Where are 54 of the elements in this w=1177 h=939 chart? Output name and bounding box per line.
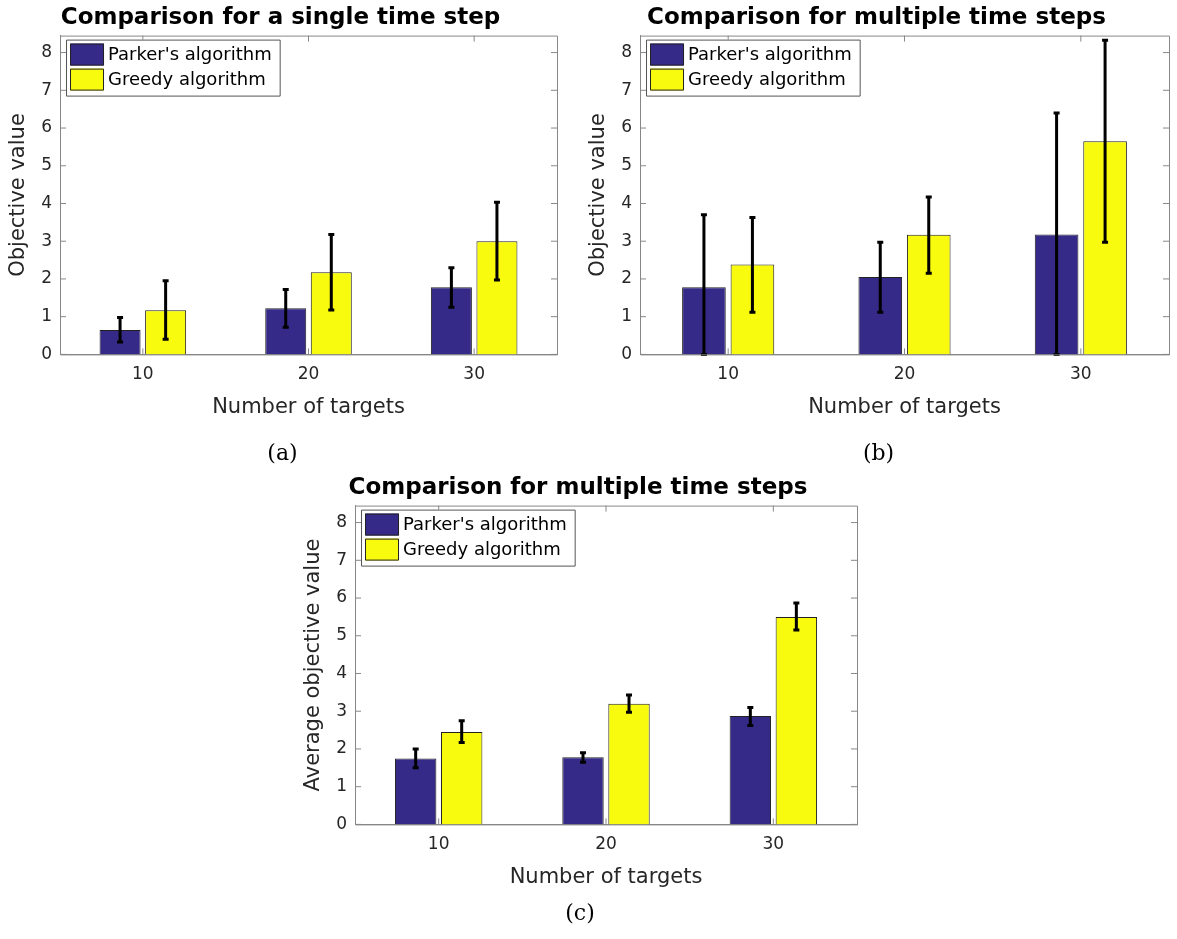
y-tick-label: 7 xyxy=(336,548,348,569)
legend-label: Parker's algorithm xyxy=(108,43,272,65)
y-tick-label: 5 xyxy=(41,154,53,175)
legend-label: Greedy algorithm xyxy=(688,68,846,90)
y-tick-label: 5 xyxy=(336,624,348,645)
y-tick-label: 6 xyxy=(621,116,633,137)
y-tick-label: 6 xyxy=(41,116,53,137)
y-tick-label: 8 xyxy=(41,41,53,61)
y-axis-title: Objective value xyxy=(585,113,610,277)
x-axis-title: Number of targets xyxy=(808,393,1001,418)
y-tick-label: 0 xyxy=(621,342,633,363)
x-tick-label: 20 xyxy=(595,833,617,854)
x-axis-title: Number of targets xyxy=(509,863,703,888)
chart-title: Comparison for multiple time steps xyxy=(647,2,1106,29)
y-tick-label: 3 xyxy=(41,229,53,250)
legend-label: Parker's algorithm xyxy=(403,513,567,535)
y-axis-title: Average objective value xyxy=(300,538,325,792)
x-tick-label: 30 xyxy=(1070,363,1092,384)
legend-label: Greedy algorithm xyxy=(108,68,266,90)
y-tick-label: 7 xyxy=(41,78,53,99)
x-tick-label: 10 xyxy=(132,363,154,384)
y-tick-label: 8 xyxy=(336,511,348,531)
text: (a) xyxy=(266,440,299,465)
y-tick-label: 0 xyxy=(336,812,348,833)
y-tick-label: 4 xyxy=(621,191,633,212)
legend-label: Greedy algorithm xyxy=(403,538,561,560)
y-tick-label: 3 xyxy=(621,229,633,250)
chart-title: Comparison for a single time step xyxy=(60,2,501,29)
x-tick-label: 10 xyxy=(427,833,450,854)
y-tick-label: 2 xyxy=(41,267,53,288)
x-axis-title: Number of targets xyxy=(212,393,405,418)
y-tick-label: 1 xyxy=(336,775,348,796)
x-tick-label: 30 xyxy=(463,363,485,384)
y-axis-title: Objective value xyxy=(5,113,30,277)
x-tick-label: 20 xyxy=(893,363,916,384)
x-tick-label: 30 xyxy=(762,833,785,854)
text: (c) xyxy=(564,900,596,925)
text: (b) xyxy=(861,440,896,465)
y-tick-label: 8 xyxy=(621,41,633,61)
y-tick-label: 1 xyxy=(621,305,633,326)
y-tick-label: 7 xyxy=(621,78,633,99)
y-tick-label: 2 xyxy=(621,267,633,288)
y-tick-label: 0 xyxy=(41,342,53,363)
y-tick-label: 3 xyxy=(336,699,348,720)
y-tick-label: 2 xyxy=(336,737,348,758)
x-tick-label: 10 xyxy=(717,363,739,384)
y-tick-label: 6 xyxy=(336,586,348,607)
y-tick-label: 5 xyxy=(621,154,633,175)
y-tick-label: 1 xyxy=(41,305,53,326)
y-tick-label: 4 xyxy=(336,661,348,682)
y-tick-label: 4 xyxy=(41,191,53,212)
x-tick-label: 20 xyxy=(297,363,320,384)
chart-title: Comparison for multiple time steps xyxy=(348,472,808,499)
legend-label: Parker's algorithm xyxy=(688,43,852,65)
